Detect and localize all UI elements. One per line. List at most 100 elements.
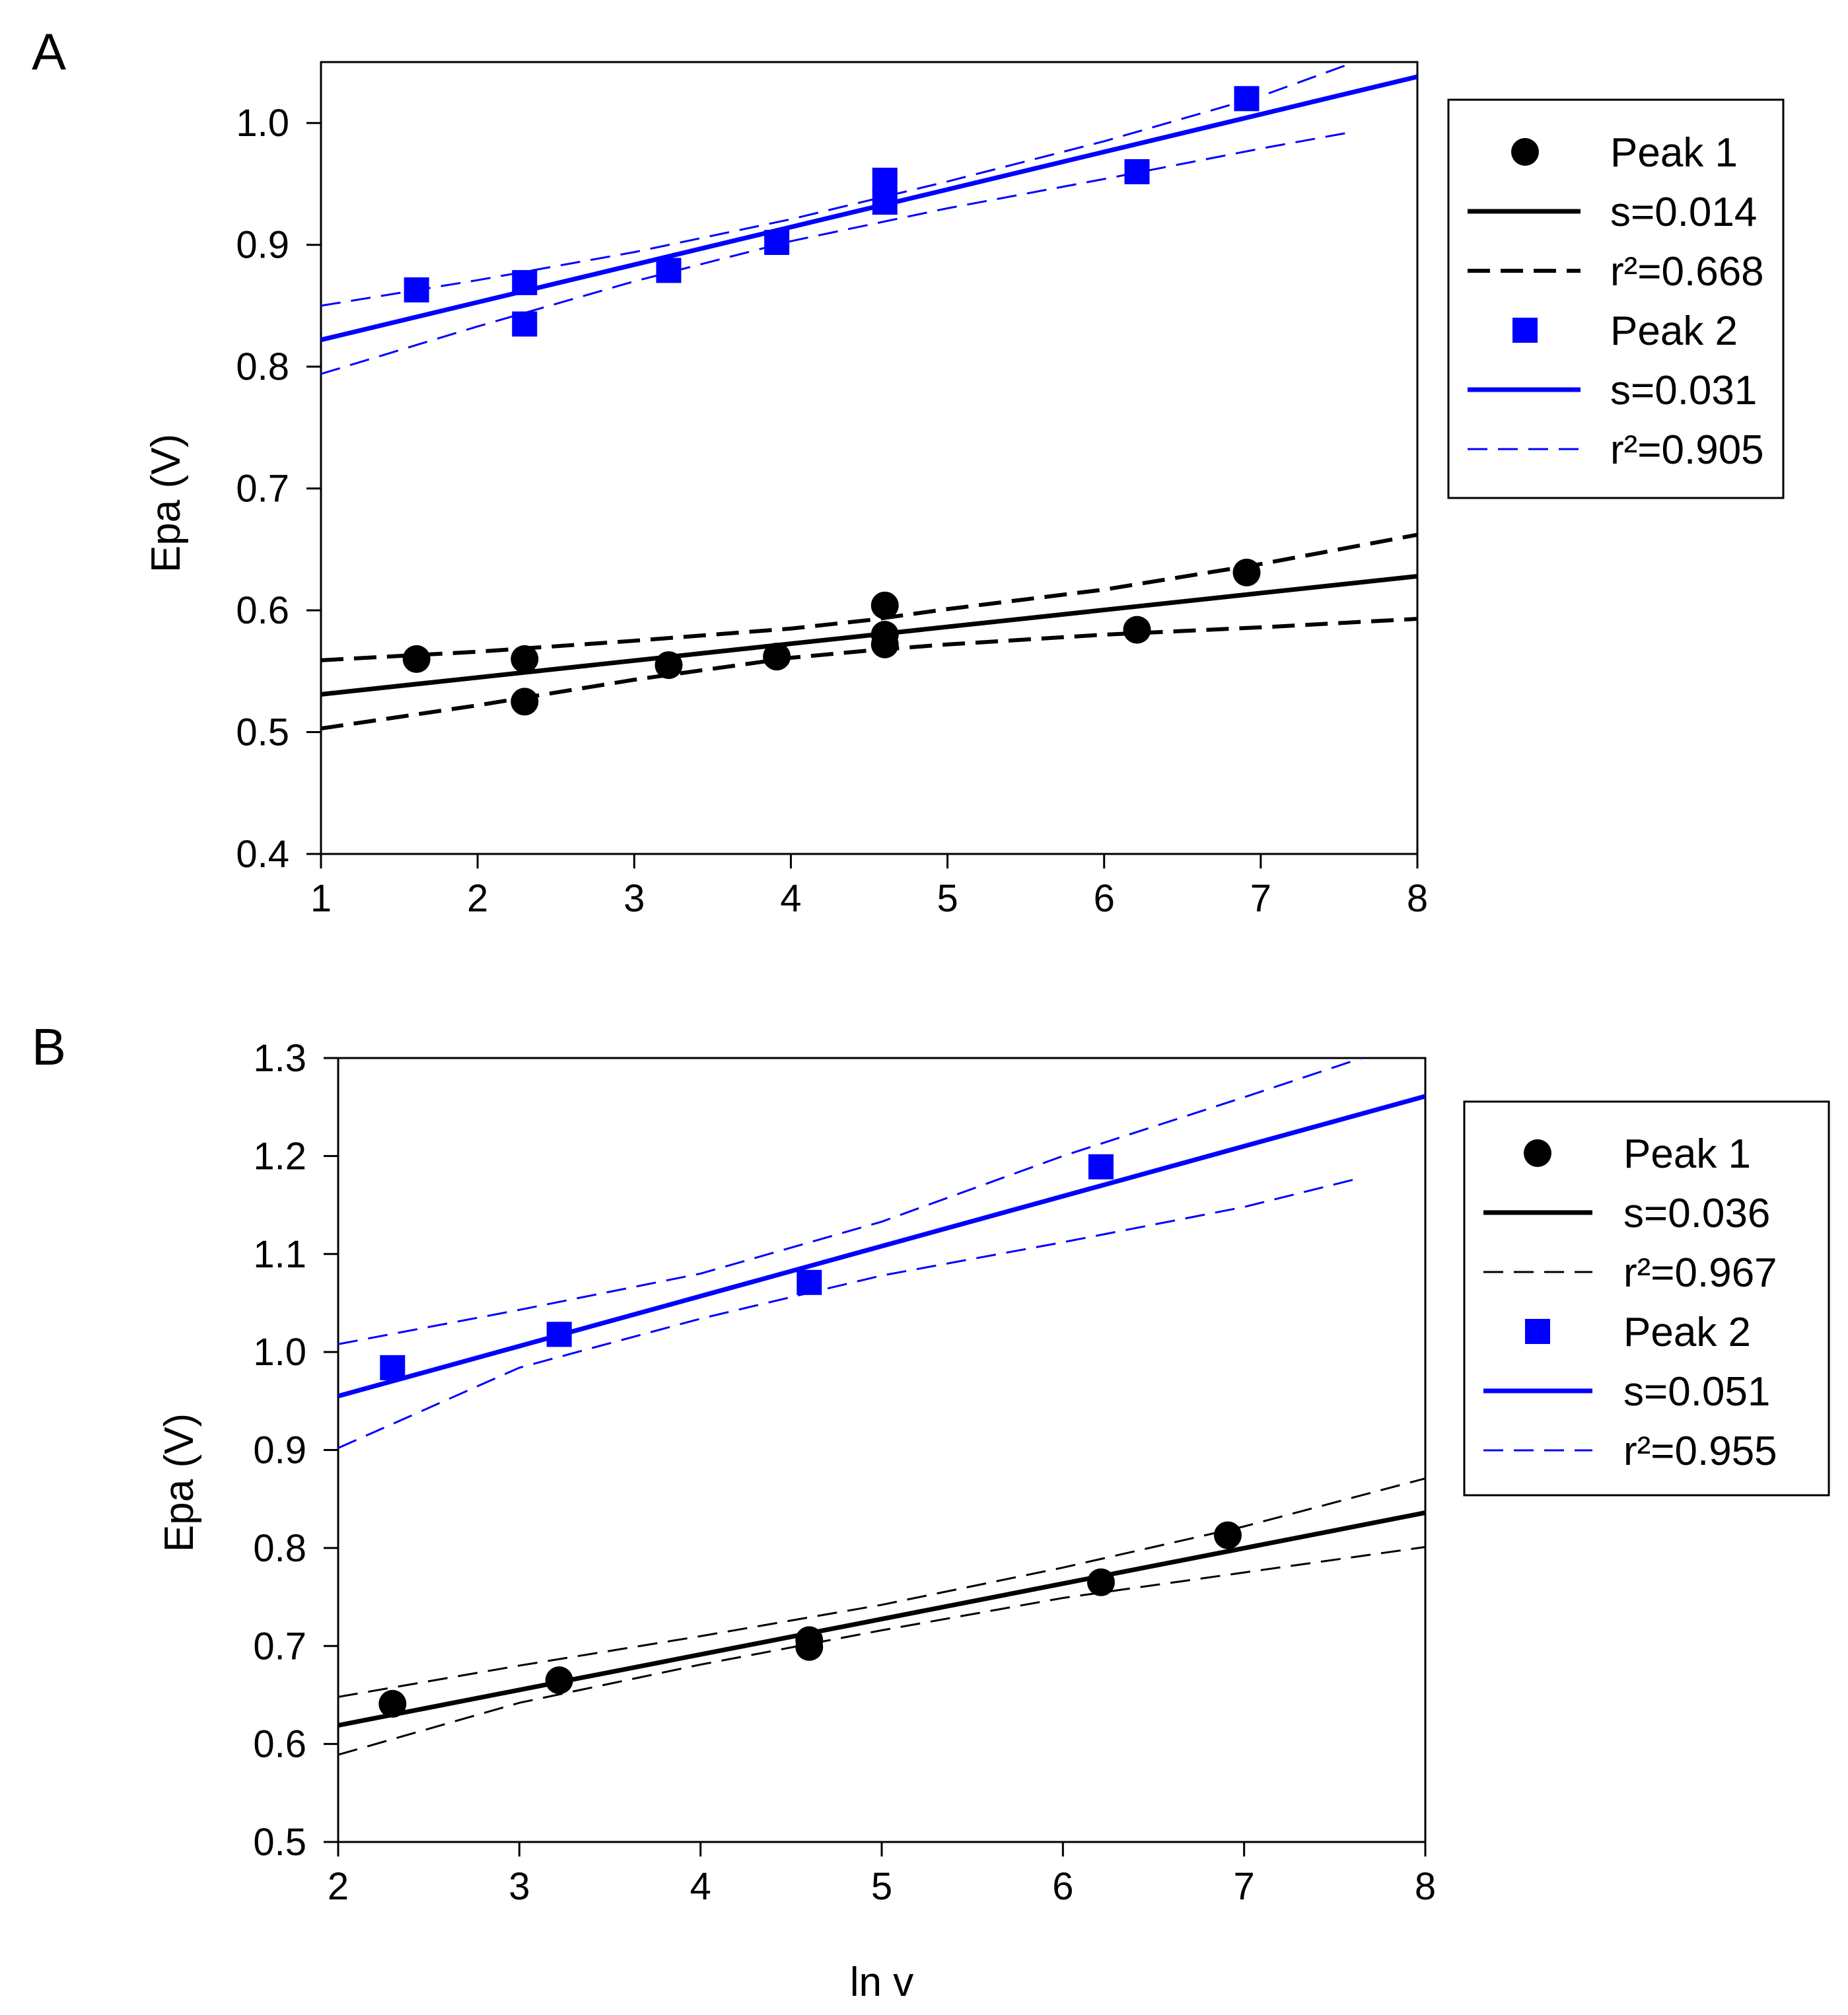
data-point-square bbox=[1234, 86, 1260, 112]
panel-b: B Epa (V) ln v 2 3 4 5 6 7 8 0.5 0.6 0.7 0.8 0.9 1.0… bbox=[32, 1018, 1830, 2005]
data-point-square bbox=[1124, 159, 1150, 185]
data-point-circle bbox=[1232, 558, 1261, 586]
legend-label: Peak 1 bbox=[1610, 130, 1738, 176]
x-tick-label: 5 bbox=[871, 1865, 892, 1908]
ci-lower-line-peak-1 bbox=[338, 1545, 1425, 1756]
data-point-circle bbox=[511, 645, 539, 673]
data-point-square bbox=[512, 269, 538, 295]
y-tick-label: 0.8 bbox=[253, 1527, 306, 1570]
data-point-circle bbox=[1123, 616, 1151, 644]
panel-a-plot-area: 1 2 3 4 5 6 7 8 0.4 0.5 0.6 0.7 0.8 0.9 1.0 bbox=[236, 61, 1428, 920]
legend-label: r²=0.905 bbox=[1610, 427, 1764, 473]
legend-label: s=0.051 bbox=[1623, 1369, 1770, 1415]
panel-a: A Epa (V) 1 2 3 4 5 6 7 80.40.50.60.70.80.91.0 … bbox=[32, 22, 1785, 920]
legend-box bbox=[1463, 1100, 1830, 1497]
y-tick-label: 0.9 bbox=[253, 1429, 306, 1472]
legend-label: r²=0.955 bbox=[1623, 1429, 1777, 1474]
fit-line-peak-2 bbox=[321, 74, 1417, 342]
data-point-circle bbox=[378, 1689, 407, 1718]
y-tick-label: 1.0 bbox=[253, 1331, 306, 1374]
legend-symbol-circle bbox=[1511, 138, 1539, 166]
legend-label: r²=0.967 bbox=[1623, 1250, 1777, 1296]
data-point-square bbox=[764, 230, 790, 256]
x-tick-label: 8 bbox=[1407, 877, 1428, 920]
fit-line-peak-1 bbox=[338, 1510, 1425, 1728]
y-tick-label: 1.2 bbox=[253, 1135, 306, 1178]
legend-symbol-square bbox=[1525, 1319, 1550, 1344]
data-point-circle bbox=[795, 1633, 824, 1661]
ci-upper-line-peak-2 bbox=[338, 1058, 1363, 1345]
legend-label: r²=0.668 bbox=[1610, 249, 1764, 295]
y-tick-label: 0.4 bbox=[236, 833, 289, 876]
panel-b-letter: B bbox=[32, 1018, 66, 1076]
y-tick-label: 0.5 bbox=[253, 1821, 306, 1864]
data-point-circle bbox=[402, 645, 431, 673]
data-point-circle bbox=[871, 630, 899, 658]
data-point-square bbox=[546, 1322, 572, 1347]
x-tick-label: 2 bbox=[467, 877, 488, 920]
ci-upper-line-peak-2 bbox=[321, 62, 1355, 307]
ci-lower-line-peak-2 bbox=[338, 1176, 1363, 1449]
data-point-square bbox=[872, 167, 898, 193]
data-point-circle bbox=[655, 651, 683, 680]
legend-label: Peak 2 bbox=[1610, 308, 1738, 354]
y-tick-label: 1.3 bbox=[253, 1037, 306, 1080]
x-tick-label: 7 bbox=[1234, 1865, 1255, 1908]
data-point-square bbox=[872, 190, 898, 215]
data-point-circle bbox=[511, 688, 539, 716]
legend-label: s=0.036 bbox=[1623, 1191, 1770, 1236]
data-point-circle bbox=[545, 1666, 573, 1695]
panel-a-y-axis-title: Epa (V) bbox=[143, 434, 189, 573]
y-tick-label: 1.0 bbox=[236, 102, 289, 145]
plot-series-group bbox=[338, 1058, 1425, 1756]
x-tick-label: 7 bbox=[1250, 877, 1271, 920]
plot-frame bbox=[320, 61, 1419, 855]
legend-label: Peak 1 bbox=[1623, 1131, 1751, 1177]
y-tick-label: 0.6 bbox=[236, 589, 289, 632]
x-tick-label: 5 bbox=[937, 877, 958, 920]
legend-label: s=0.031 bbox=[1610, 368, 1757, 413]
panel-b-x-axis-title: ln v bbox=[850, 1960, 913, 2005]
data-point-circle bbox=[763, 643, 791, 671]
x-tick-label: 3 bbox=[509, 1865, 530, 1908]
data-point-circle bbox=[871, 591, 899, 619]
panel-a-letter: A bbox=[32, 22, 66, 81]
legend-symbol-circle bbox=[1524, 1139, 1551, 1167]
data-point-square bbox=[404, 277, 429, 302]
fit-line-peak-1 bbox=[321, 573, 1417, 697]
legend-box bbox=[1447, 98, 1785, 499]
legend-symbol-square bbox=[1512, 318, 1538, 343]
panel-a-legend: Peak 1 s=0.014 r²=0.668 Peak 2 s=0.031 r²=0.9… bbox=[1447, 98, 1785, 499]
x-tick-label: 4 bbox=[690, 1865, 711, 1908]
x-tick-label: 3 bbox=[623, 877, 645, 920]
y-tick-label: 0.9 bbox=[236, 224, 289, 267]
data-point-circle bbox=[1086, 1568, 1115, 1596]
y-tick-label: 0.5 bbox=[236, 711, 289, 754]
data-point-square bbox=[797, 1269, 822, 1295]
data-point-square bbox=[1088, 1154, 1114, 1180]
x-tick-label: 6 bbox=[1094, 877, 1115, 920]
x-tick-label: 4 bbox=[780, 877, 801, 920]
x-tick-label: 1 bbox=[310, 877, 332, 920]
x-tick-label: 6 bbox=[1052, 1865, 1073, 1908]
y-tick-label: 0.7 bbox=[236, 468, 289, 511]
y-tick-label: 0.8 bbox=[236, 345, 289, 388]
ci-upper-line-peak-1 bbox=[338, 1477, 1425, 1698]
panel-b-plot-area: 2 3 4 5 6 7 8 0.5 0.6 0.7 0.8 0.9 1.0 1.1 1.2 1.3 bbox=[253, 1037, 1436, 1908]
y-tick-label: 0.7 bbox=[253, 1625, 306, 1668]
data-point-square bbox=[512, 311, 538, 337]
data-point-square bbox=[656, 258, 682, 283]
panel-b-legend: Peak 1 s=0.036 r²=0.967 Peak 2 s=0.051 r²=0.9… bbox=[1463, 1100, 1830, 1497]
data-point-square bbox=[380, 1355, 406, 1380]
x-tick-label: 8 bbox=[1415, 1865, 1436, 1908]
panel-b-y-axis-title: Epa (V) bbox=[157, 1413, 202, 1552]
data-point-circle bbox=[1213, 1521, 1242, 1549]
fit-line-peak-2 bbox=[338, 1094, 1425, 1399]
y-tick-label: 1.1 bbox=[253, 1233, 306, 1276]
legend-label: s=0.014 bbox=[1610, 190, 1757, 235]
x-tick-label: 2 bbox=[328, 1865, 349, 1908]
legend-label: Peak 2 bbox=[1623, 1310, 1751, 1355]
y-tick-label: 0.6 bbox=[253, 1723, 306, 1766]
ci-lower-line-peak-2 bbox=[321, 130, 1355, 375]
